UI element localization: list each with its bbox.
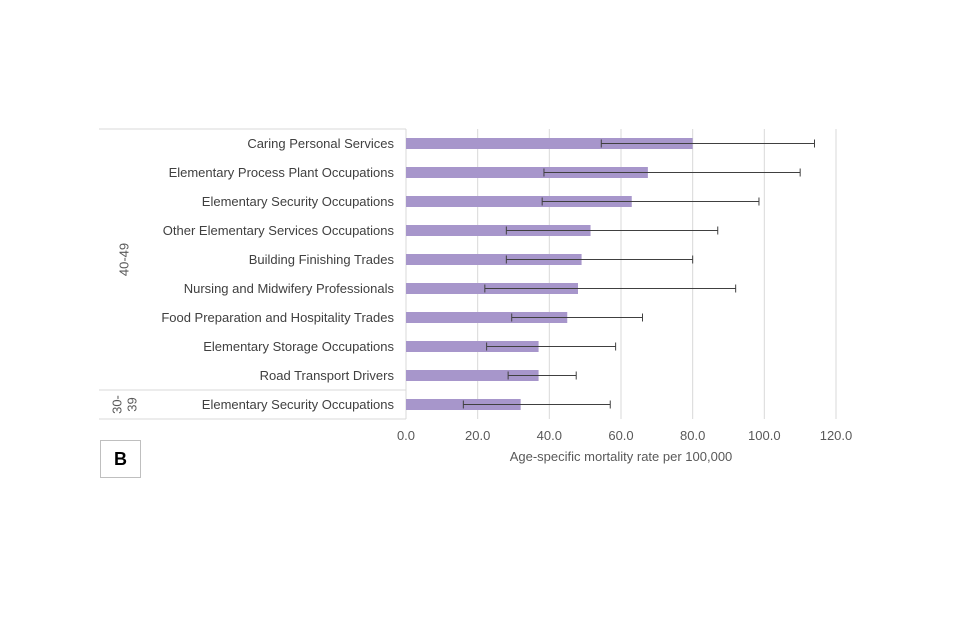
x-tick-labels: 0.0 20.0 40.0 60.0 80.0 100.0 120.0 — [397, 428, 852, 443]
category-label: Caring Personal Services — [247, 136, 394, 151]
category-label: Elementary Security Occupations — [202, 397, 395, 412]
category-label: Building Finishing Trades — [249, 252, 395, 267]
bar — [406, 254, 582, 265]
x-tick-label: 0.0 — [397, 428, 415, 443]
x-tick-label: 80.0 — [680, 428, 705, 443]
x-tick-label: 20.0 — [465, 428, 490, 443]
category-label: Elementary Security Occupations — [202, 194, 395, 209]
bar — [406, 225, 591, 236]
bar — [406, 341, 539, 352]
bar — [406, 312, 568, 323]
x-tick-label: 40.0 — [537, 428, 562, 443]
category-label: Other Elementary Services Occupations — [163, 223, 395, 238]
x-tick-label: 120.0 — [820, 428, 853, 443]
category-label: Elementary Process Plant Occupations — [169, 165, 395, 180]
x-tick-label: 60.0 — [608, 428, 633, 443]
group-label: 30-39 — [109, 395, 139, 414]
category-label: Food Preparation and Hospitality Trades — [161, 310, 394, 325]
bar — [406, 370, 539, 381]
bar — [406, 138, 693, 149]
category-label: Elementary Storage Occupations — [203, 339, 394, 354]
category-label: Nursing and Midwifery Professionals — [184, 281, 395, 296]
group-labels: 40-49 30-39 — [109, 243, 139, 414]
category-label: Road Transport Drivers — [260, 368, 395, 383]
category-labels: Caring Personal Services Elementary Proce… — [161, 136, 394, 412]
x-tick-label: 100.0 — [748, 428, 781, 443]
error-bars — [462, 139, 815, 409]
bar — [406, 167, 648, 178]
panel-label: B — [100, 440, 141, 478]
x-axis-title: Age-specific mortality rate per 100,000 — [510, 449, 733, 464]
group-label: 40-49 — [117, 243, 132, 276]
bar — [406, 196, 632, 207]
